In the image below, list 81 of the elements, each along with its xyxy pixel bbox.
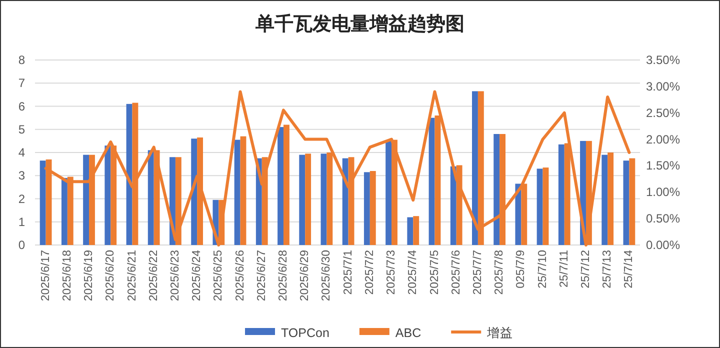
y-tick-label: 4 xyxy=(18,146,26,160)
y2-tick-label: 1.50% xyxy=(646,158,680,173)
x-tick-label: 2025/6/21 xyxy=(126,250,138,302)
line-series xyxy=(44,90,631,246)
y2-tick-label: 2.00% xyxy=(646,132,680,146)
bar xyxy=(407,217,414,245)
bar xyxy=(364,172,370,245)
x-tick-label: 2025/6/28 xyxy=(278,250,290,302)
x-tick-label: 2025/6/18 xyxy=(61,250,74,302)
bar xyxy=(542,168,549,245)
bar xyxy=(240,136,246,245)
bar xyxy=(536,168,543,245)
bar xyxy=(494,134,500,245)
bar xyxy=(623,160,630,245)
legend-label: 增益 xyxy=(486,326,514,340)
y-tick-label: 2 xyxy=(18,192,26,206)
legend-label: ABC xyxy=(395,326,422,340)
bar xyxy=(191,138,198,245)
x-tick-label: 2025/7/8 xyxy=(494,250,506,295)
y2-tick-label: 2.50% xyxy=(646,106,680,120)
x-tick-label: 2025/6/23 xyxy=(169,250,182,302)
y-tick-label: 0 xyxy=(18,238,26,252)
y2-tick-label: 3.00% xyxy=(646,79,680,94)
bar xyxy=(148,150,154,245)
y-tick-label: 5 xyxy=(18,122,26,136)
x-tick-label: 2025/6/20 xyxy=(104,250,117,302)
x-tick-label: 2025/6/24 xyxy=(191,249,204,302)
bar xyxy=(472,91,478,245)
bar xyxy=(104,146,111,245)
bar xyxy=(320,154,327,245)
y-tick-label: 8 xyxy=(18,53,26,67)
y-tick-label: 7 xyxy=(18,76,26,90)
x-tick-label: 25/7/13 xyxy=(602,250,614,288)
x-tick-label: 2025/7/2 xyxy=(364,250,376,295)
bar xyxy=(386,140,392,245)
x-tick-label: 2025/7/3 xyxy=(386,250,398,295)
bar xyxy=(278,127,284,245)
y2-tick-label: 0.00% xyxy=(646,238,680,252)
x-tick-label: 25/7/14 xyxy=(623,249,636,288)
x-tick-label: 2025/6/22 xyxy=(148,250,160,302)
bar xyxy=(40,160,46,245)
x-tick-label: 25/7/11 xyxy=(558,250,570,288)
bar xyxy=(305,154,312,245)
bar xyxy=(602,154,608,245)
y-tick-label: 6 xyxy=(18,99,26,114)
x-tick-label: 2025/6/19 xyxy=(83,250,96,302)
y2-tick-label: 0.50% xyxy=(646,212,680,226)
bar xyxy=(608,152,614,245)
bar xyxy=(515,184,522,245)
x-tick-label: 25/7/10 xyxy=(536,250,549,288)
bar xyxy=(83,154,90,245)
bar xyxy=(342,158,348,245)
x-tick-label: 25/7/12 xyxy=(580,250,592,288)
bar xyxy=(450,166,456,245)
chart-title: 单千瓦发电量增益趋势图 xyxy=(254,13,464,35)
bar xyxy=(234,140,240,245)
x-tick-label: 2025/7/1 xyxy=(342,250,354,295)
x-tick-label: 2025/6/17 xyxy=(40,250,52,302)
x-tick-label: 2025/6/29 xyxy=(299,250,312,302)
x-tick-label: 2025/7/7 xyxy=(472,250,484,295)
legend-label: TOPCon xyxy=(281,326,330,340)
x-tick-label: 2025/6/27 xyxy=(256,250,268,302)
x-tick-label: 2025/6/25 xyxy=(212,250,225,302)
x-tick-label: 2025/6/30 xyxy=(320,250,333,302)
y2-tick-label: 1.00% xyxy=(646,185,680,200)
y-tick-label: 1 xyxy=(18,214,26,229)
bar xyxy=(629,158,636,245)
bar xyxy=(413,216,420,245)
bar xyxy=(370,171,376,245)
bar xyxy=(428,118,435,245)
bar xyxy=(299,154,306,245)
x-tick-label: 025/7/9 xyxy=(515,250,528,288)
y-tick-label: 3 xyxy=(18,168,26,183)
x-tick-label: 2025/7/5 xyxy=(428,250,441,295)
x-tick-label: 2025/7/4 xyxy=(407,249,420,295)
x-tick-label: 2025/7/6 xyxy=(450,250,462,295)
x-tick-label: 2025/6/26 xyxy=(234,250,246,302)
y2-tick-label: 3.50% xyxy=(646,53,680,67)
bar xyxy=(558,144,564,245)
bar xyxy=(61,178,68,245)
bar xyxy=(283,124,290,245)
